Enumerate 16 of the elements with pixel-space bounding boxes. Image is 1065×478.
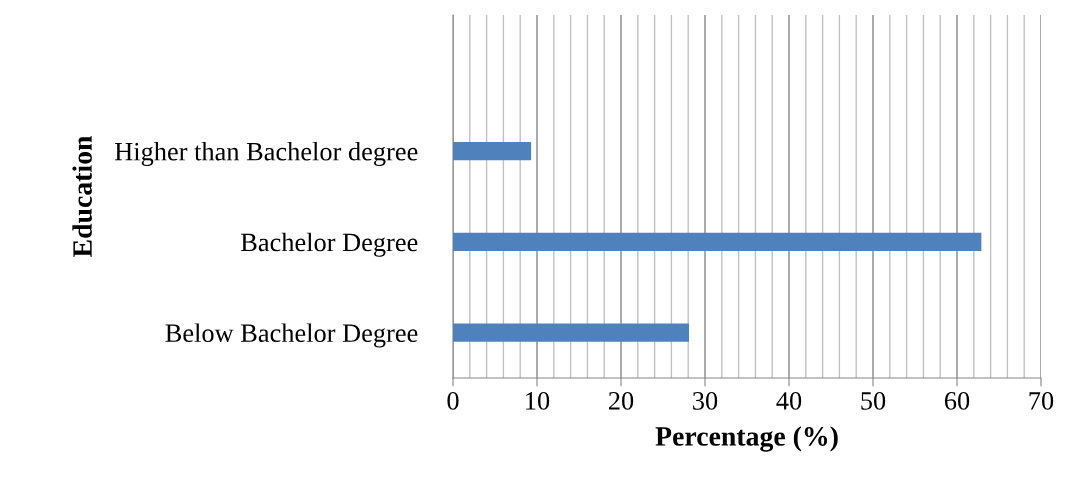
x-tick-label: 0 xyxy=(447,391,459,410)
y-tick-label: Higher than Bachelor degree xyxy=(114,141,418,166)
y-axis-title: Education xyxy=(72,135,92,257)
x-tick-label: 50 xyxy=(861,391,886,410)
bar xyxy=(453,142,532,161)
x-tick-label: 40 xyxy=(776,391,802,410)
bar xyxy=(453,232,982,251)
x-tick-label: 70 xyxy=(1029,391,1054,410)
y-tick-label: Bachelor Degree xyxy=(241,232,418,257)
x-axis-title: Percentage (%) xyxy=(655,426,838,452)
y-tick-label: Below Bachelor Degree xyxy=(165,323,418,348)
x-tick-label: 60 xyxy=(944,391,970,410)
bar xyxy=(453,323,690,342)
x-tick-label: 10 xyxy=(526,391,550,410)
x-tick-label: 30 xyxy=(693,391,718,410)
x-tick-label: 20 xyxy=(608,391,634,410)
